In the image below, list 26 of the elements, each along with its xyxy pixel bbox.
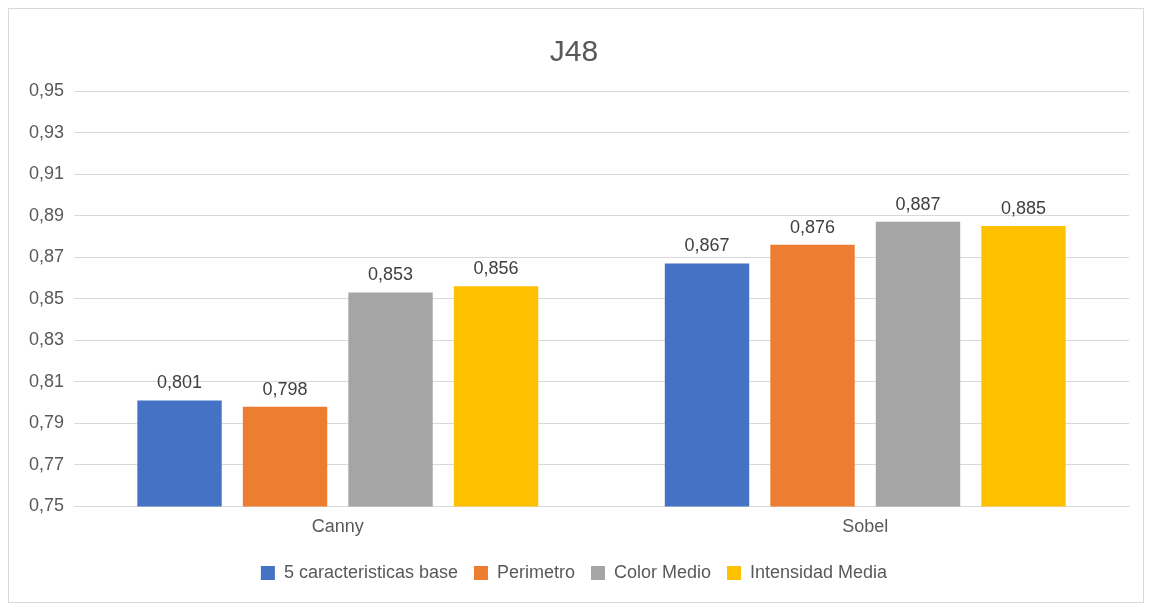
legend-label: 5 caracteristicas base (283, 561, 458, 582)
x-tick-label: Canny (311, 516, 364, 537)
y-tick-label: 0,95 (28, 79, 65, 100)
data-label: 0,887 (895, 193, 941, 214)
data-label: 0,876 (789, 216, 836, 237)
y-tick-label: 0,89 (28, 204, 65, 225)
y-tick-label: 0,85 (28, 287, 65, 308)
data-label: 0,885 (1000, 197, 1047, 218)
legend-label: Color Medio (613, 561, 712, 582)
y-tick-label: 0,91 (28, 163, 65, 184)
y-tick-label: 0,93 (28, 121, 65, 142)
y-tick-label: 0,79 (28, 412, 65, 433)
data-label: 0,853 (368, 264, 414, 285)
data-label: 0,801 (157, 372, 203, 393)
data-label: 0,867 (684, 235, 730, 256)
x-tick-label: Sobel (842, 516, 889, 537)
data-label: 0,798 (262, 378, 308, 399)
y-tick-label: 0,77 (28, 453, 65, 474)
y-tick-label: 0,81 (28, 370, 65, 391)
y-tick-label: 0,75 (28, 495, 65, 516)
y-tick-label: 0,87 (28, 246, 65, 267)
legend-label: Intensidad Media (750, 561, 889, 582)
data-label: 0,856 (473, 258, 519, 279)
legend-label: Perimetro (496, 561, 575, 582)
chart-title: J48 (549, 34, 599, 68)
y-tick-label: 0,83 (28, 329, 65, 350)
